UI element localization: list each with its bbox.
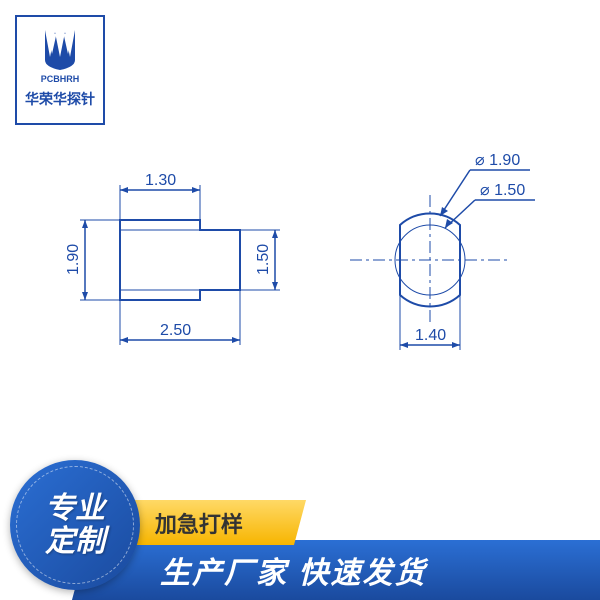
dia-inner: ⌀ 1.50 bbox=[480, 182, 525, 199]
dim-bottom: 2.50 bbox=[160, 322, 191, 339]
dim-flat: 1.40 bbox=[415, 327, 446, 344]
yellow-text: 加急打样 bbox=[155, 507, 243, 539]
dim-top: 1.30 bbox=[145, 172, 176, 189]
dim-right: 1.50 bbox=[255, 244, 272, 275]
badge-line2: 定制 bbox=[45, 525, 105, 558]
logo-code: PCBHRH bbox=[41, 74, 80, 84]
technical-drawing: 1.30 1.90 1.50 2.50 ⌀ 1.90 bbox=[0, 140, 600, 420]
banner: 加急打样 生产厂家 快速发货 专业 定制 bbox=[0, 470, 600, 600]
circle-badge: 专业 定制 bbox=[10, 460, 140, 590]
right-view: ⌀ 1.90 ⌀ 1.50 1.40 bbox=[350, 152, 535, 350]
left-view: 1.30 1.90 1.50 2.50 bbox=[65, 172, 280, 345]
dia-outer: ⌀ 1.90 bbox=[475, 152, 520, 169]
logo-name: 华荣华探针 bbox=[25, 89, 95, 109]
dim-left: 1.90 bbox=[65, 244, 82, 275]
blue-bar: 生产厂家 快速发货 bbox=[72, 540, 600, 600]
badge-line1: 专业 bbox=[45, 492, 105, 525]
blue-text: 生产厂家 快速发货 bbox=[160, 548, 426, 592]
logo-icon bbox=[35, 22, 85, 72]
logo-box: PCBHRH 华荣华探针 bbox=[15, 15, 105, 125]
